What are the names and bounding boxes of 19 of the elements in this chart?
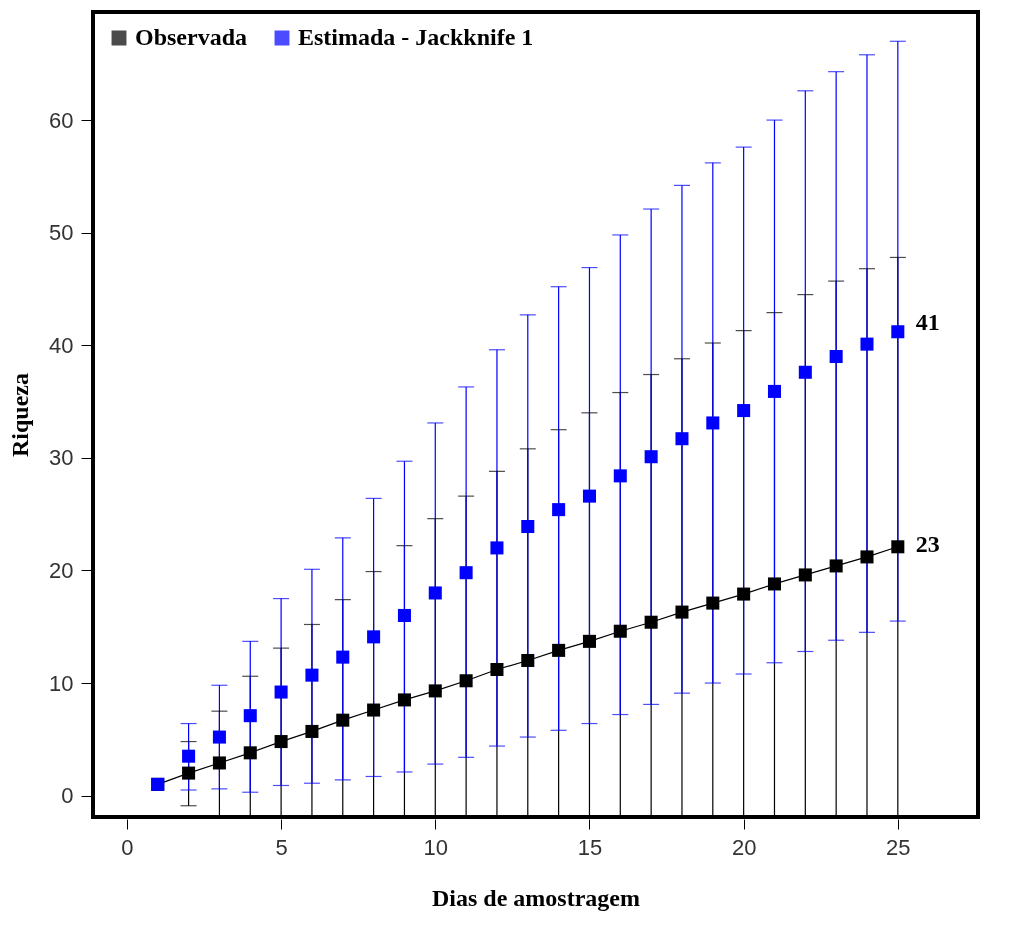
y-tick-label: 50 (49, 220, 74, 246)
annotation: 23 (915, 530, 940, 557)
x-tick-label: 25 (886, 834, 911, 860)
legend-label: Observada (135, 24, 248, 50)
y-tick-label: 20 (49, 557, 74, 583)
y-tick-label: 40 (49, 332, 74, 358)
x-tick-label: 10 (423, 834, 449, 860)
y-tick-label: 0 (61, 783, 74, 809)
annotation: 41 (915, 308, 940, 335)
y-axis-title: Riqueza (7, 373, 34, 457)
x-tick-label: 20 (731, 834, 757, 860)
x-tick-label: 15 (577, 834, 603, 860)
legend-label: Estimada - Jackknife 1 (298, 24, 534, 50)
y-tick-label: 10 (49, 670, 74, 696)
x-tick-label: 0 (121, 834, 134, 860)
y-tick-label: 30 (49, 445, 74, 471)
x-tick-label: 5 (275, 834, 288, 860)
x-axis-title: Dias de amostragem (432, 884, 640, 911)
y-tick-label: 60 (49, 107, 74, 133)
